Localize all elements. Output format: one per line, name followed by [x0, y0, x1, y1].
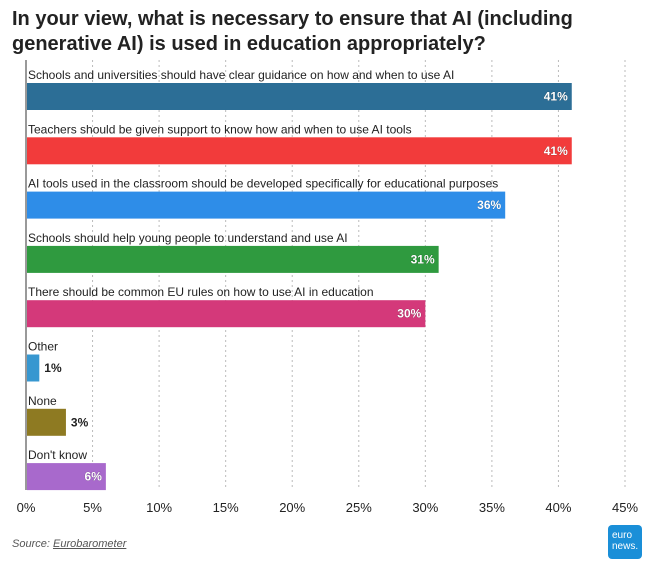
chart-title: In your view, what is necessary to ensur… [12, 8, 573, 55]
category-label: Teachers should be given support to know… [28, 122, 412, 136]
grid-lines [25, 60, 626, 490]
data-label: 41% [544, 90, 568, 104]
source-note: Source: Eurobarometer [12, 538, 126, 550]
category-label: Don't know [28, 448, 87, 462]
x-tick-label: 40% [545, 500, 571, 515]
category-label: Schools and universities should have cle… [28, 68, 454, 82]
source-link[interactable]: Eurobarometer [52, 538, 127, 550]
x-tick-label: 45% [612, 500, 638, 515]
bars [27, 83, 572, 491]
data-label: 1% [44, 361, 62, 375]
bar [27, 83, 572, 110]
bar [27, 463, 106, 491]
x-tick-label: 15% [213, 500, 239, 515]
bar [27, 137, 572, 165]
bar [27, 191, 506, 219]
data-label: 30% [397, 307, 421, 321]
logo-line-2: news. [612, 541, 639, 552]
data-label: 36% [477, 198, 501, 212]
category-label: None [28, 394, 57, 408]
bar [27, 245, 439, 273]
data-label: 41% [544, 144, 568, 158]
data-label: 6% [85, 470, 103, 484]
category-label: Other [28, 340, 58, 354]
data-label: 3% [71, 415, 89, 429]
bar [27, 354, 40, 382]
x-axis-ticks: 0% 5% 10% 15% 20% 25% 30% 35% 40% 45% [17, 500, 639, 515]
x-tick-label: 10% [146, 500, 172, 515]
category-label: Schools should help young people to unde… [28, 231, 348, 245]
x-tick-label: 25% [346, 500, 372, 515]
bar [27, 300, 426, 328]
labels: Schools and universities should have cle… [28, 68, 568, 484]
x-tick-label: 5% [83, 500, 102, 515]
x-tick-label: 35% [479, 500, 505, 515]
category-label: There should be common EU rules on how t… [28, 285, 374, 299]
x-tick-label: 20% [279, 500, 305, 515]
category-label: AI tools used in the classroom should be… [28, 177, 498, 191]
x-tick-label: 30% [412, 500, 438, 515]
data-label: 31% [411, 252, 435, 266]
logo-line-1: euro [612, 530, 633, 541]
bar [27, 408, 66, 436]
euronews-logo: euro news. [608, 525, 642, 559]
x-tick-label: 0% [17, 500, 36, 515]
source-prefix: Source: [12, 538, 50, 550]
